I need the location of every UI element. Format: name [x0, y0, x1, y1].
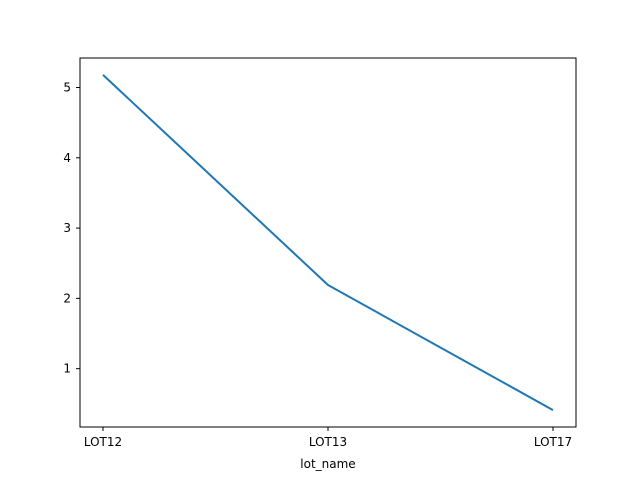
series-line: [102, 74, 554, 411]
series-layer: [102, 74, 554, 411]
y-tick-label: 2: [63, 291, 71, 305]
y-tick-label: 1: [63, 362, 71, 376]
x-axis: LOT12 LOT13 LOT17: [84, 427, 572, 449]
x-axis-label: lot_name: [300, 457, 355, 471]
plot-area-frame: [79, 57, 577, 428]
y-axis: 1 2 3 4 5: [63, 81, 80, 376]
x-tick-label: LOT17: [534, 435, 572, 449]
y-tick-label: 4: [63, 151, 71, 165]
x-tick-label: LOT12: [84, 435, 122, 449]
y-tick-label: 5: [63, 81, 71, 95]
x-tick-label: LOT13: [309, 435, 347, 449]
y-tick-label: 3: [63, 221, 71, 235]
